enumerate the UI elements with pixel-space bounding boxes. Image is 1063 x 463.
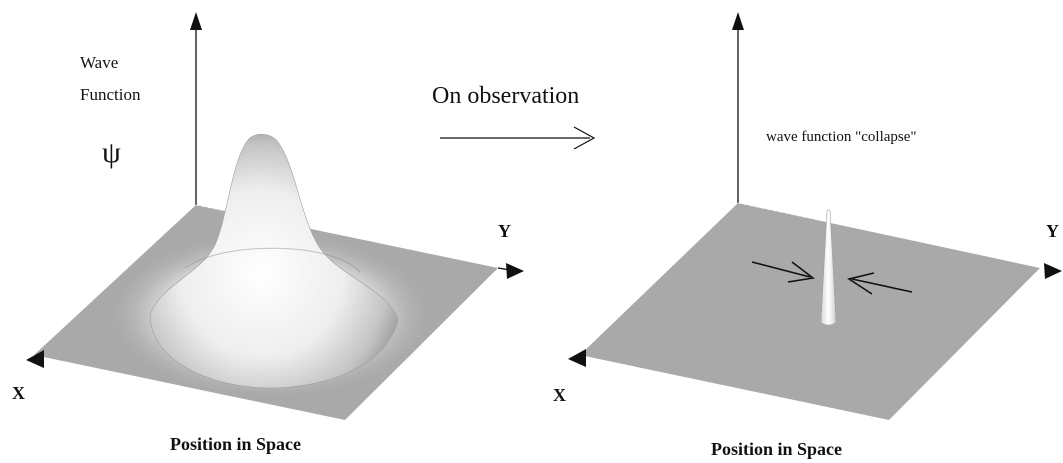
left-x-arrowhead-icon [26, 350, 44, 368]
right-x-label: X [553, 385, 566, 405]
function-label: Function [80, 85, 141, 104]
left-position-caption: Position in Space [170, 434, 301, 454]
right-y-arrowhead-icon [1044, 263, 1062, 279]
right-position-plane [580, 203, 1040, 420]
left-panel: Wave Function ψ X Y Position in Space [12, 12, 524, 454]
transition: On observation [432, 83, 594, 149]
left-y-arrowhead-icon [506, 263, 524, 279]
on-observation-label: On observation [432, 83, 579, 109]
left-vertical-arrowhead-icon [190, 12, 202, 30]
wave-label: Wave [80, 53, 118, 72]
left-y-label: Y [498, 221, 511, 241]
left-x-label: X [12, 383, 25, 403]
psi-symbol: ψ [102, 136, 121, 169]
right-y-label: Y [1046, 221, 1059, 241]
right-panel: wave function "collapse" X Y Position in… [553, 12, 1062, 459]
collapse-annotation: wave function "collapse" [766, 129, 917, 145]
right-vertical-arrowhead-icon [732, 12, 744, 30]
right-x-arrowhead-icon [568, 349, 586, 367]
right-position-caption: Position in Space [711, 439, 842, 459]
